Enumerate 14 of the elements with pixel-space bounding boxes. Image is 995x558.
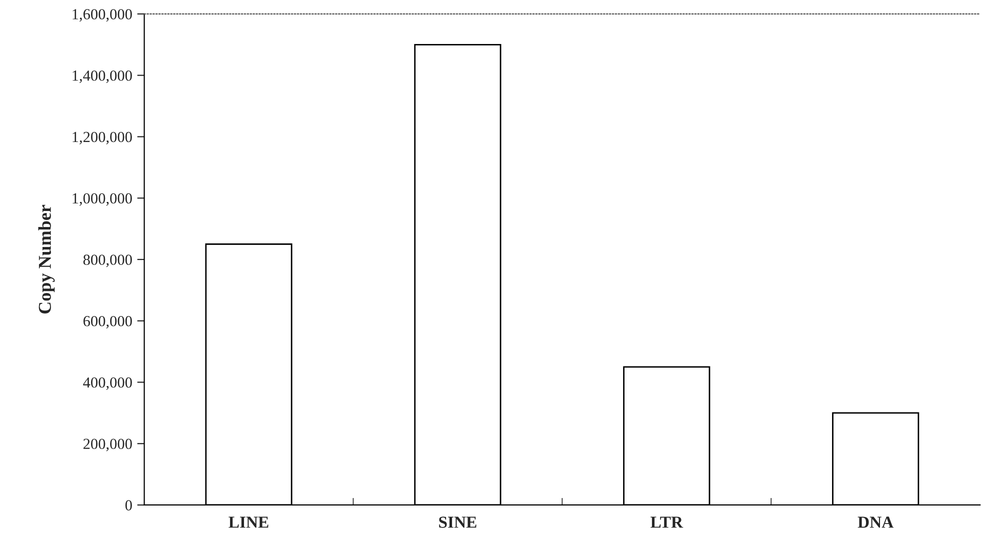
x-tick-label: DNA	[858, 516, 894, 528]
y-tick-label: 800,000	[83, 254, 132, 268]
y-tick-label: 1,200,000	[72, 132, 132, 144]
y-tick-label: 1,000,000	[72, 193, 132, 206]
y-axis-title: Copy Number	[38, 204, 55, 314]
y-tick-label: 1,600,000	[72, 9, 132, 22]
y-tick-label: 600,000	[83, 316, 132, 328]
y-tick-label: 1,400,000	[72, 70, 132, 83]
x-tick-label: SINE	[439, 516, 476, 528]
y-tick-label: 0	[125, 500, 132, 510]
y-tick-label: 200,000	[83, 438, 132, 452]
x-tick-label: LINE	[228, 516, 268, 528]
x-tick-label: LTR	[650, 516, 684, 528]
y-tick-label: 400,000	[83, 377, 132, 390]
